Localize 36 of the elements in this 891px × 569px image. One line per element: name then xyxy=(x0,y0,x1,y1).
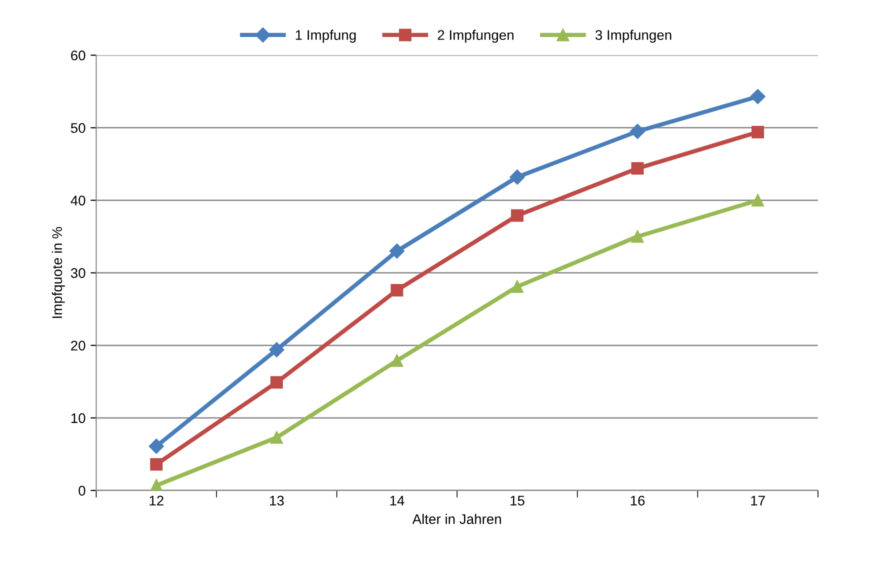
x-axis-title: Alter in Jahren xyxy=(412,514,501,524)
point xyxy=(631,230,644,243)
point xyxy=(510,280,524,293)
point xyxy=(750,88,766,104)
point xyxy=(630,124,646,139)
y-tick-label: 0 xyxy=(78,486,86,496)
y-tick-label: 40 xyxy=(70,196,86,206)
point xyxy=(389,244,405,259)
y-tick-label: 50 xyxy=(70,123,86,133)
point xyxy=(148,438,164,454)
y-tick-label: 20 xyxy=(71,340,86,351)
point xyxy=(269,342,284,358)
x-tick-label: 12 xyxy=(150,496,164,506)
x-tick-label: 16 xyxy=(630,496,645,506)
x-tick-label: 15 xyxy=(510,496,524,506)
legend-label: 2 Impfungen xyxy=(438,30,514,43)
point xyxy=(752,126,764,138)
point xyxy=(390,354,404,367)
point xyxy=(752,194,764,207)
point xyxy=(510,209,524,222)
x-tick-label: 14 xyxy=(390,496,404,506)
point xyxy=(270,376,283,389)
y-tick-label: 60 xyxy=(71,50,86,60)
point xyxy=(150,479,163,490)
x-tick-label: 13 xyxy=(270,496,284,506)
point xyxy=(390,284,404,296)
y-tick-label: 10 xyxy=(71,413,86,424)
x-tick-label: 17 xyxy=(751,496,765,506)
point xyxy=(270,431,283,444)
y-tick-label: 30 xyxy=(70,268,86,278)
point xyxy=(631,162,644,175)
y-axis-title: Impfquote in % xyxy=(52,227,65,318)
legend-label: 1 Impfung xyxy=(296,30,356,43)
legend-label: 3 Impfungen xyxy=(595,30,672,43)
point xyxy=(510,170,525,185)
point xyxy=(150,458,163,471)
